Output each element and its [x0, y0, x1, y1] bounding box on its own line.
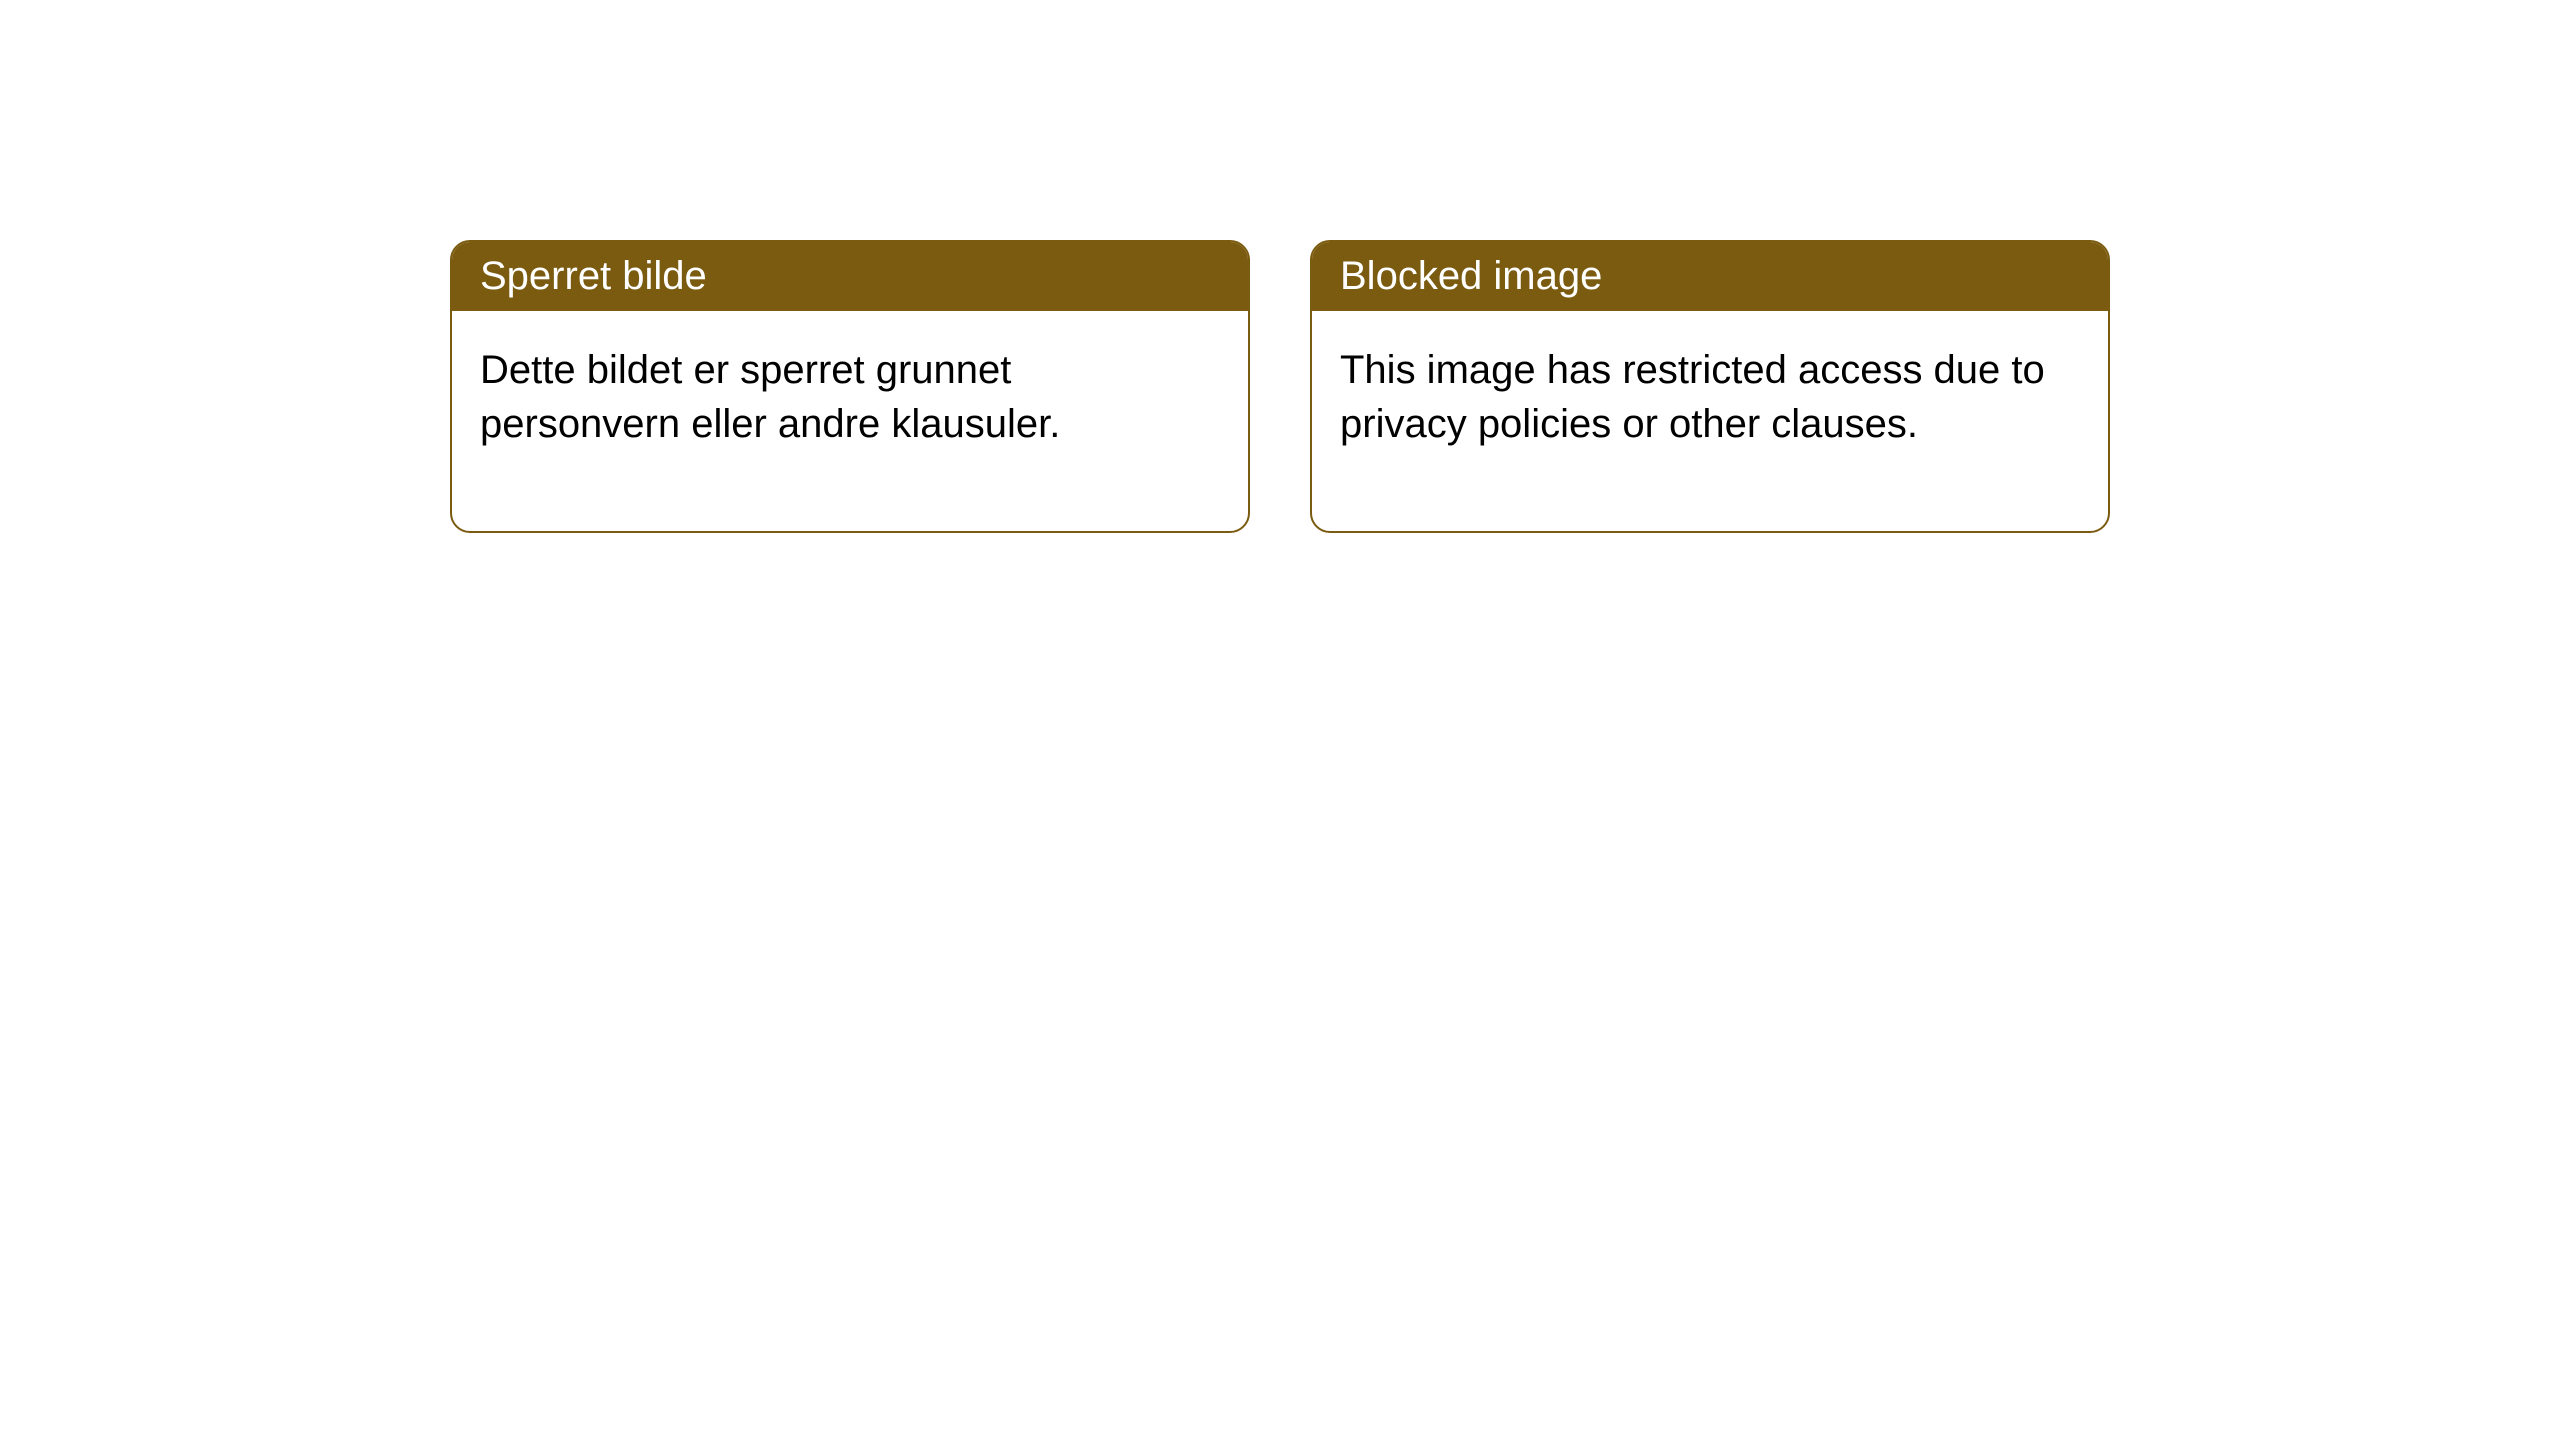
card-header: Sperret bilde: [452, 242, 1248, 311]
card-header: Blocked image: [1312, 242, 2108, 311]
card-body: Dette bildet er sperret grunnet personve…: [452, 311, 1248, 531]
notice-card-row: Sperret bilde Dette bildet er sperret gr…: [450, 240, 2110, 533]
notice-card-english: Blocked image This image has restricted …: [1310, 240, 2110, 533]
card-body: This image has restricted access due to …: [1312, 311, 2108, 531]
notice-card-norwegian: Sperret bilde Dette bildet er sperret gr…: [450, 240, 1250, 533]
